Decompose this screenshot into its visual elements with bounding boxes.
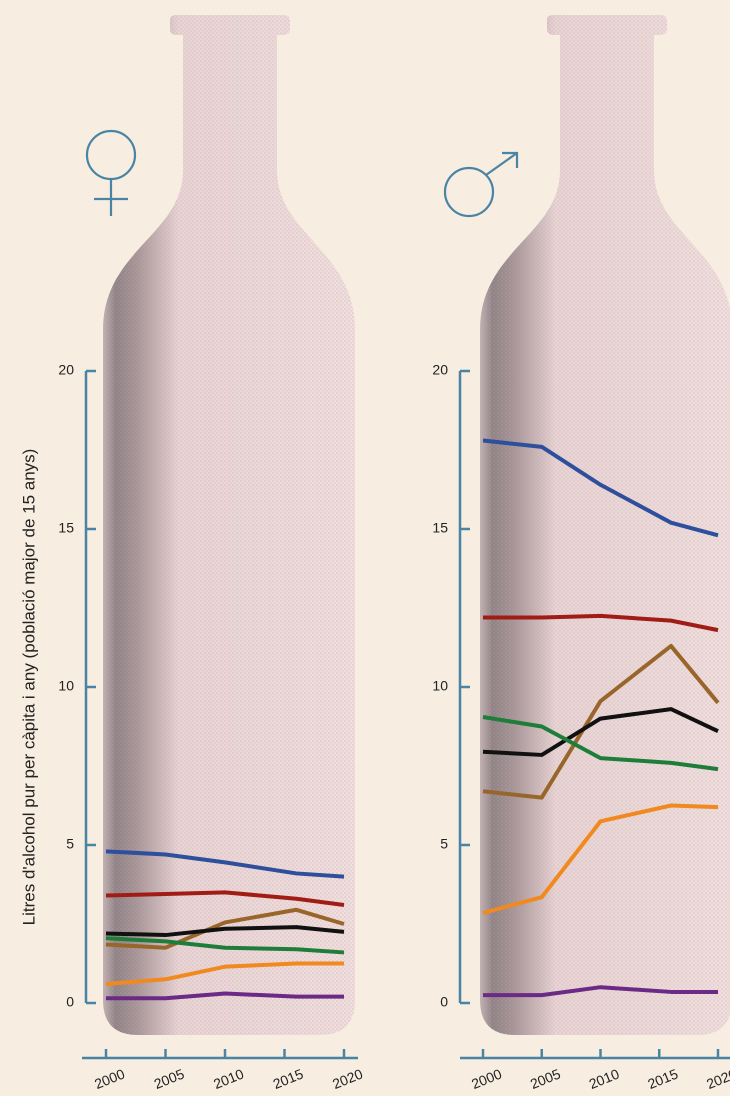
series-line xyxy=(483,985,718,998)
series-line xyxy=(106,991,344,1001)
series-line xyxy=(482,803,719,915)
y-tick-label: 5 xyxy=(440,836,448,852)
bottle-left xyxy=(103,15,355,1035)
y-tick-label: 0 xyxy=(440,994,448,1010)
series-line xyxy=(483,613,719,633)
y-tick-label: 10 xyxy=(58,678,74,694)
male-symbol xyxy=(443,151,519,218)
series-line xyxy=(105,849,345,879)
series-line xyxy=(482,707,719,757)
series-line xyxy=(482,643,720,800)
female-symbol xyxy=(85,129,137,216)
series-line xyxy=(105,961,344,987)
y-axis-label: Litres d'alcohol pur per càpita i any (p… xyxy=(19,449,38,926)
y-tick-label: 5 xyxy=(66,836,74,852)
series-line xyxy=(105,936,345,955)
y-tick-label: 20 xyxy=(58,362,74,378)
y-tick-label: 0 xyxy=(66,994,74,1010)
y-tick-label: 15 xyxy=(58,520,74,536)
y-tick-label: 20 xyxy=(432,362,448,378)
y-tick-label: 10 xyxy=(432,678,448,694)
series-line xyxy=(105,907,345,950)
series-line xyxy=(105,925,345,938)
series-line xyxy=(482,715,719,772)
bottle-right xyxy=(480,15,730,1035)
y-tick-label: 15 xyxy=(432,520,448,536)
series-line xyxy=(482,438,719,538)
series-line xyxy=(105,890,345,908)
